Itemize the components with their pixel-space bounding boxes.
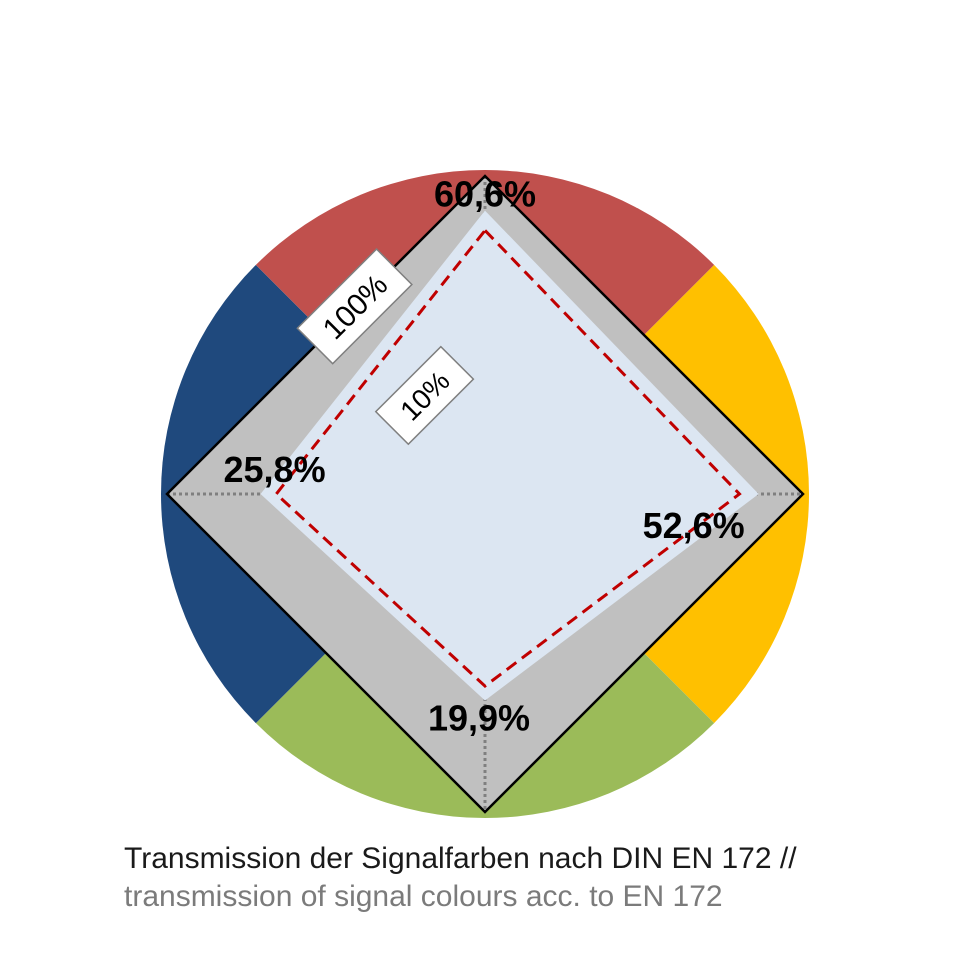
gridline-100 bbox=[165, 174, 805, 814]
series-dashed-line bbox=[274, 228, 742, 689]
caption-german: Transmission der Signalfarben nach DIN E… bbox=[124, 842, 797, 875]
series-area bbox=[260, 210, 759, 701]
value-labels: 60,6% 52,6% 19,9% 25,8% bbox=[224, 174, 745, 739]
value-label-blue: 25,8% bbox=[224, 449, 326, 490]
gridline-tag-box bbox=[374, 345, 475, 446]
gridline-tag-box bbox=[296, 248, 413, 365]
value-label-red: 60,6% bbox=[434, 174, 536, 215]
value-label-green: 19,9% bbox=[428, 698, 530, 739]
value-label-yellow: 52,6% bbox=[643, 505, 745, 546]
data-series bbox=[260, 210, 759, 701]
caption-english: transmission of signal colours acc. to E… bbox=[124, 880, 723, 913]
